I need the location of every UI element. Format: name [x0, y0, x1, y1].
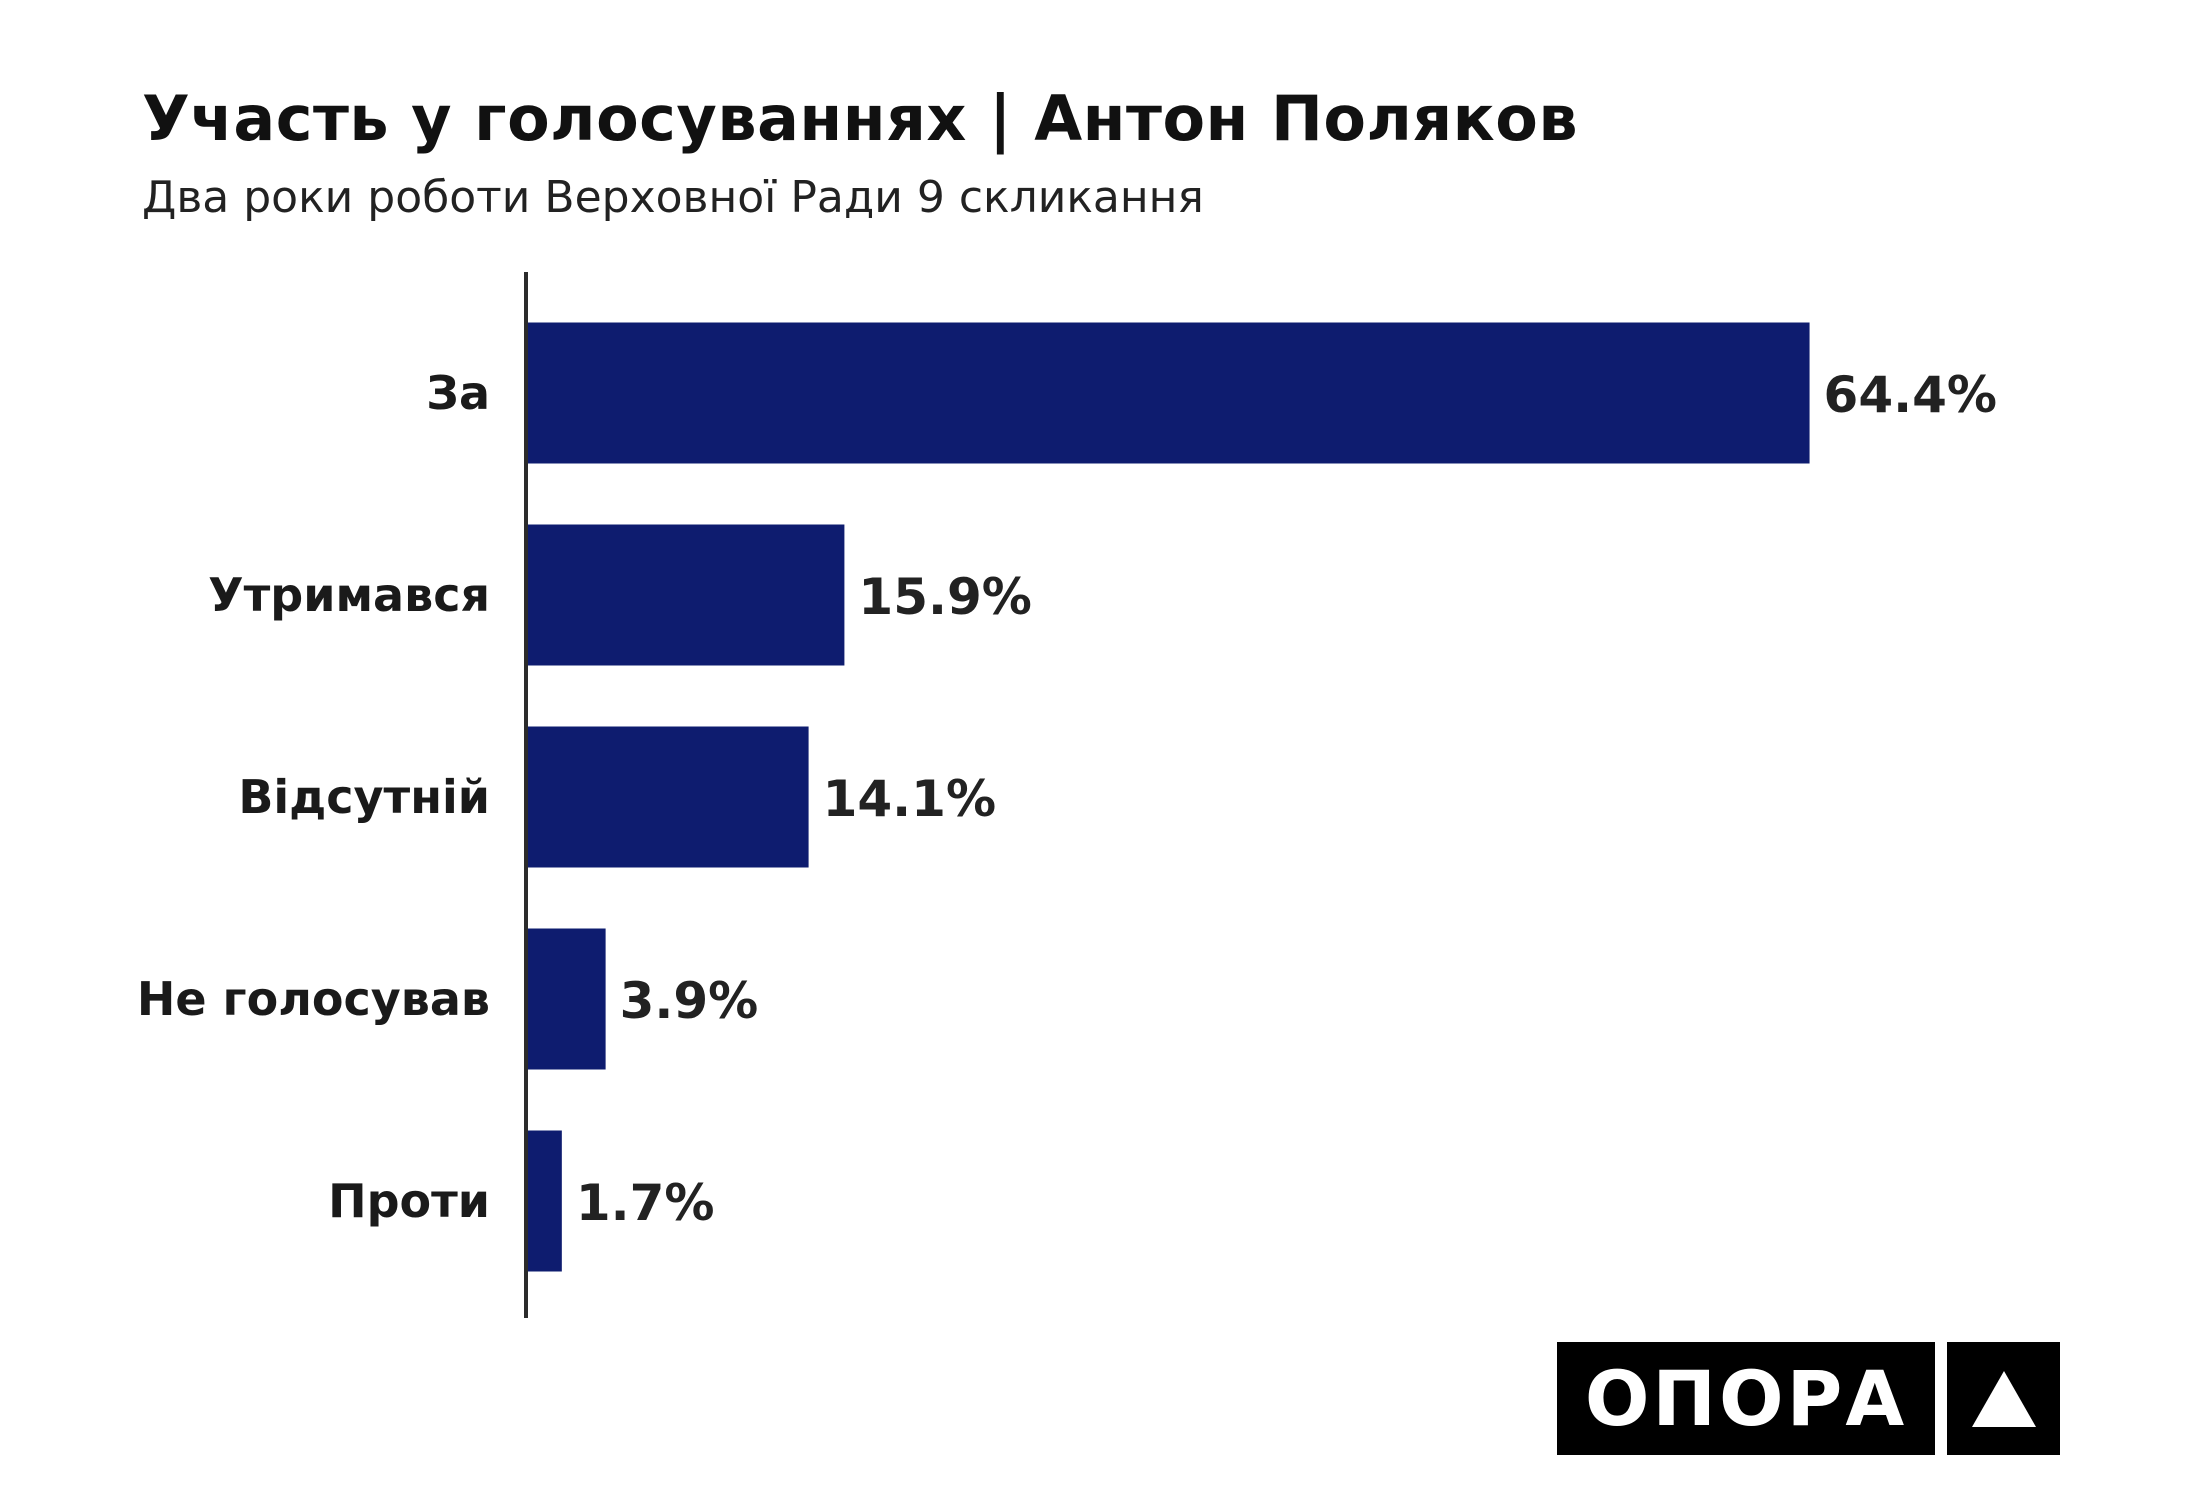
category-label: Утримався: [208, 568, 490, 622]
logo-wordmark: ОПОРА: [1557, 1342, 1935, 1455]
bar-2: [528, 726, 809, 868]
category-label: Відсутній: [238, 770, 490, 824]
chart-title: Участь у голосуваннях | Антон Поляков: [142, 82, 1579, 155]
bar-0: [528, 322, 1810, 464]
value-label: 1.7%: [576, 1174, 715, 1232]
chart-subtitle: Два роки роботи Верховної Ради 9 скликан…: [142, 172, 1204, 223]
bar-4: [528, 1130, 562, 1272]
category-label: Проти: [328, 1174, 490, 1228]
value-label: 64.4%: [1824, 366, 1997, 424]
value-label: 14.1%: [823, 770, 996, 828]
bar-1: [528, 524, 845, 666]
triangle-icon: [1947, 1342, 2060, 1455]
value-label: 15.9%: [858, 568, 1031, 626]
opora-logo: ОПОРА: [1557, 1342, 2060, 1455]
bar-3: [528, 928, 606, 1070]
category-label: За: [426, 366, 490, 420]
value-label: 3.9%: [620, 972, 759, 1030]
category-label: Не голосував: [137, 972, 490, 1026]
